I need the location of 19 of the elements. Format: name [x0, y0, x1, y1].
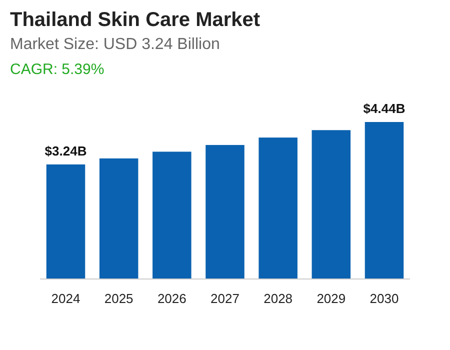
x-tick-label: 2028 [264, 291, 293, 306]
bar [99, 158, 138, 279]
x-tick-label: 2025 [104, 291, 134, 306]
x-tick-label: 2030 [370, 291, 399, 306]
bar [46, 164, 86, 279]
chart-subtitle: Market Size: USD 3.24 Billion [10, 36, 220, 53]
x-tick-label: 2024 [51, 291, 80, 306]
x-tick-label: 2027 [210, 291, 240, 306]
bar [152, 152, 192, 279]
bar [364, 122, 404, 279]
data-label: $4.44B [363, 101, 406, 116]
bar [206, 144, 244, 279]
x-tick-label: 2029 [316, 291, 346, 306]
text: CAGR: 5.39% [10, 61, 104, 78]
x-tick-label: 2026 [157, 291, 186, 306]
bar [312, 130, 351, 279]
data-label: $3.24B [44, 143, 87, 158]
chart-title: Thailand Skin Care Market [10, 9, 260, 31]
bar [258, 138, 298, 279]
